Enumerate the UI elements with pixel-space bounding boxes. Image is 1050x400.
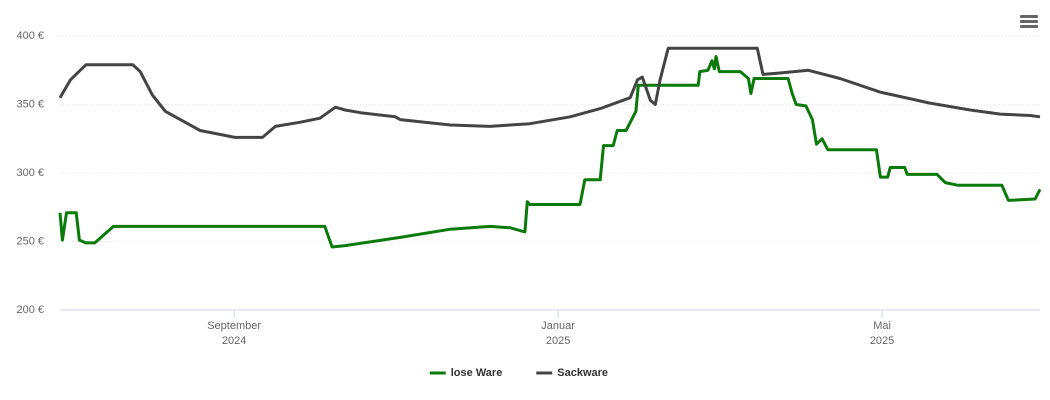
legend-label[interactable]: Sackware <box>557 367 608 379</box>
y-tick-label: 200 € <box>16 304 44 316</box>
menu-button[interactable] <box>1020 15 1038 28</box>
line-series <box>58 46 1041 139</box>
menu-bar[interactable] <box>1020 25 1038 28</box>
x-tick-label: Mai 2025 <box>869 320 895 347</box>
line-series <box>58 55 1042 249</box>
y-tick-label: 300 € <box>16 167 44 179</box>
menu-bar[interactable] <box>1020 20 1038 23</box>
y-tick-label: 350 € <box>16 98 44 110</box>
x-tick-label: September 2024 <box>207 320 262 347</box>
menu-bar[interactable] <box>1020 15 1038 18</box>
x-tick-label: Januar 2025 <box>541 320 575 347</box>
y-tick-label: 400 € <box>16 30 44 42</box>
legend-label[interactable]: lose Ware <box>451 367 503 379</box>
y-tick-label: 250 € <box>16 235 44 247</box>
